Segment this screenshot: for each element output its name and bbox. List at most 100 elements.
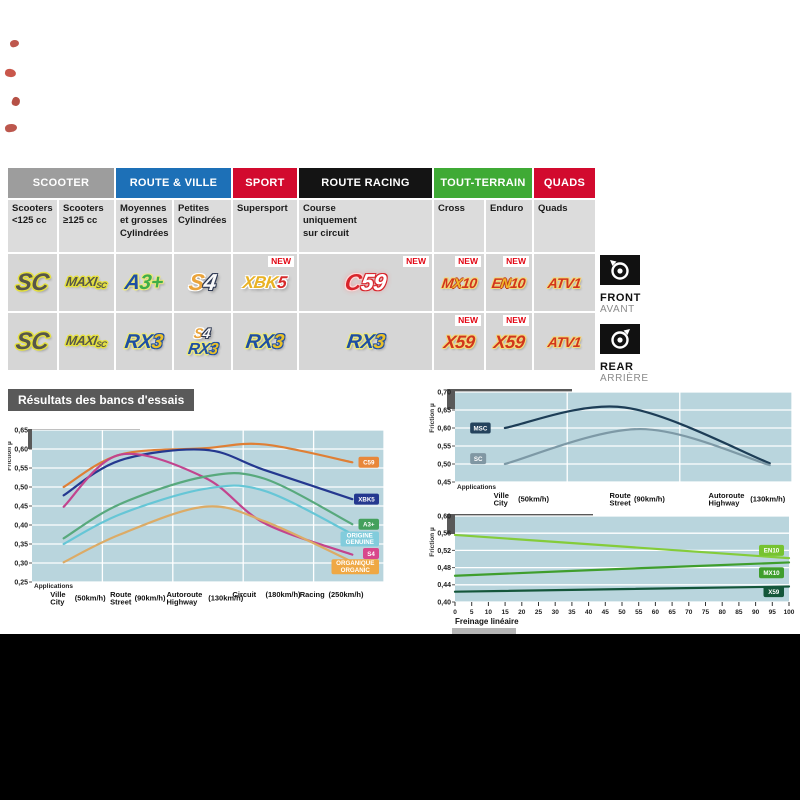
x-axis-label: Applications [457,484,496,491]
series-line-x59 [453,585,791,593]
legend-chip-en10 [759,544,784,556]
y-axis-label: Friction µ [429,403,436,433]
category-quads: QUADS [534,168,595,198]
logo-cell-rear-3: RX3 [116,313,172,370]
y-tick-label: 0,52 [437,548,451,555]
x-category-suffix: (50km/h) [518,495,549,504]
series-line-origine [62,484,354,546]
x-category-suffix: (130km/h) [208,594,244,603]
y-tick-label: 0,65 [437,407,451,414]
x-tick-label: 65 [668,609,676,616]
logo-cell-rear-2: MAXISC [59,313,114,370]
x-category-suffix: (90km/h) [135,594,166,603]
chart-svg-scooter: Friction µ0,70 0,65 0,60 0,55 0,50 0,45 Applic… [429,389,793,508]
logo-cell-front-6: NEW C59 [299,254,432,311]
legend-chip-label: A3+ [363,522,375,529]
logo-cell-rear-5: RX3 [233,313,297,370]
x-tick-label: 85 [735,609,743,616]
x-category-suffix: (50km/h) [75,594,106,603]
x-category-label: Highway [167,598,199,607]
x-category-label: Street [610,499,632,508]
logo-a3: A3+ [123,271,165,294]
chart-svg-tout-terrain: Friction µ0,60 0,56 0,52 0,48 0,44 0,400 5 10 15… [429,513,795,626]
red-mark [4,123,18,133]
logo-atv1: ATV1 [547,333,582,350]
x-tick-label: 0 [453,609,457,616]
logo-x59: X59 [442,331,476,352]
logo-x59: X59 [492,331,526,352]
y-tick-label: 0,50 [14,484,28,491]
chart-plaquettes-scooter: Plaquettes scooter Friction µ0,700,650,6… [426,387,798,509]
legend-chip-msc [470,422,491,434]
new-badge: NEW [503,315,529,326]
y-tick-label: 0,60 [14,446,28,453]
category-route-racing: ROUTE RACING [299,168,432,198]
logo-atv1: ATV1 [547,274,582,291]
x-tick-label: 25 [535,609,543,616]
series-line-sc [503,427,771,467]
logo-c59: C59 [343,269,388,295]
legend-chip-label: S4 [367,551,375,558]
legend-chip-organique [331,559,379,575]
x-category-label: Route [610,491,631,500]
legend-chip-label: ORIGINE [347,532,373,539]
logo-cell-front-3: A3+ [116,254,172,311]
y-axis-label: Friction µ [429,527,436,557]
logo-maxisc: MAXISC [65,273,108,290]
x-tick-label: 40 [585,609,593,616]
legend-chip-label: EN10 [764,548,780,555]
new-badge: NEW [403,256,429,267]
y-tick-label: 0,45 [437,479,451,486]
chart-svg-route: Friction µ 0,65 0,60 0,55 0,50 0,45 0,40 0,35 0,… [8,427,385,607]
x-tick-label: 100 [784,609,795,616]
subheader-quads: Quads [534,200,595,252]
product-table: SCOOTER ROUTE & VILLE SPORT ROUTE RACING TOU… [8,168,595,370]
chart-plaquettes-route: Plaquettes route Friction µ0,650,600,550… [8,424,392,616]
front-label-block: FRONT AVANT [600,255,672,315]
x-category-label: Autoroute [167,590,203,599]
logo-sc: SC [14,327,51,355]
x-category-label: Highway [709,499,741,508]
logo-cell-front-9: ATV1 [534,254,595,311]
gray-remnant [452,628,516,635]
subheader-course-uniquement-sur-circuit: Course uniquement sur circuit [299,200,432,252]
subheader-petites-cylindr-es: Petites Cylindrées [174,200,231,252]
x-axis-label: Applications [34,583,73,590]
logo-xbk5: XBK5 [241,273,289,292]
y-tick-label: 0,50 [437,461,451,468]
series-line-c59 [62,442,354,489]
x-category-label: Street [110,598,132,607]
series-line-xbk5 [62,448,354,501]
front-rear-legend: FRONT AVANT REAR ARRIÈRE [600,255,672,393]
y-tick-label: 0,65 [14,427,28,434]
series-line-msc [503,405,771,465]
logo-cell-front-5: NEW XBK5 [233,254,297,311]
x-tick-label: 80 [719,609,727,616]
series-line-organique [62,505,354,564]
logo-cell-rear-6: RX3 [299,313,432,370]
avant-label: AVANT [600,304,635,315]
logo-cell-front-8: NEW EN10 [486,254,532,311]
logo-mx10: MX10 [440,274,478,291]
rear-label-block: REAR ARRIÈRE [600,324,672,384]
x-tick-label: 55 [635,609,643,616]
new-badge: NEW [268,256,294,267]
series-line-mx10 [453,561,791,577]
category-tout-terrain: TOUT-TERRAIN [434,168,532,198]
legend-chip-x59 [763,586,784,598]
x-category-label: Circuit [232,590,256,599]
x-tick-label: 45 [602,609,610,616]
legend-chip-origine [340,531,379,547]
y-tick-label: 0,25 [14,579,28,586]
x-category-label: City [50,598,65,607]
y-tick-label: 0,40 [14,522,28,529]
x-axis-label: Freinage linéaire [455,617,519,626]
legend-chip-label: GENUINE [346,539,374,546]
x-category-label: City [494,499,509,508]
legend-chip-s4 [363,548,379,559]
logo-rx3: RX3 [186,340,219,358]
x-tick-label: 20 [518,609,526,616]
logo-cell-rear-9: ATV1 [534,313,595,370]
y-tick-label: 0,56 [437,531,451,538]
